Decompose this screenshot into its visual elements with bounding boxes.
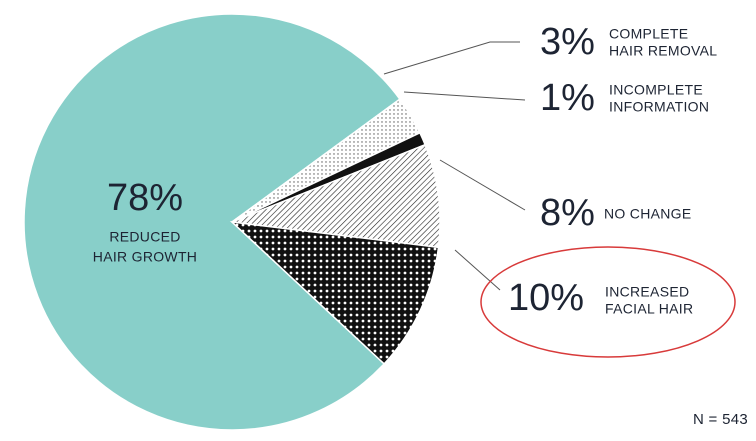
pie-slice (23, 13, 401, 431)
value-label: 1% (540, 77, 595, 119)
leader-line (454, 249, 501, 291)
value-label: 10% (508, 277, 584, 319)
category-label: COMPLETE (609, 26, 688, 42)
leader-line (439, 159, 526, 211)
category-label: HAIR GROWTH (93, 249, 197, 265)
category-label: INCREASED (605, 284, 689, 300)
value-label: 78% (107, 177, 183, 219)
value-label: 3% (540, 21, 595, 63)
category-label: FACIAL HAIR (605, 301, 693, 317)
category-label: INCOMPLETE (609, 82, 703, 98)
pie-slice (229, 220, 440, 365)
value-label: 8% (540, 192, 595, 234)
leader-line (403, 91, 526, 101)
pie (23, 13, 441, 431)
highlight-ellipse (480, 246, 736, 358)
category-label: NO CHANGE (604, 206, 692, 222)
pie-slice (231, 143, 441, 249)
category-label: INFORMATION (609, 99, 709, 115)
category-label: REDUCED (109, 229, 180, 245)
leader-line (383, 41, 520, 75)
sample-note: N = 543 (693, 411, 748, 428)
category-label: HAIR REMOVAL (609, 43, 717, 59)
